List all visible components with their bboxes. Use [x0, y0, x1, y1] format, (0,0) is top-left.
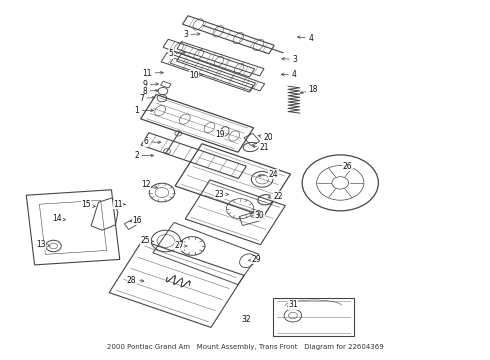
- Text: 25: 25: [141, 237, 153, 246]
- Text: 32: 32: [241, 315, 251, 324]
- Text: 16: 16: [129, 216, 142, 225]
- Text: 23: 23: [215, 190, 229, 199]
- Text: 10: 10: [189, 71, 202, 80]
- Text: 20: 20: [258, 133, 273, 142]
- Text: 14: 14: [52, 214, 66, 223]
- Text: 5: 5: [168, 49, 185, 58]
- Text: 31: 31: [288, 300, 298, 309]
- Text: 4: 4: [281, 71, 296, 80]
- Text: 12: 12: [142, 180, 157, 189]
- Text: 22: 22: [268, 192, 283, 201]
- Text: 24: 24: [258, 170, 278, 179]
- Text: 15: 15: [81, 200, 95, 209]
- Text: 2: 2: [134, 151, 153, 160]
- Text: 27: 27: [174, 242, 187, 251]
- Text: 29: 29: [248, 255, 261, 264]
- Text: 21: 21: [252, 143, 270, 152]
- Text: 3: 3: [282, 55, 297, 64]
- Text: 30: 30: [251, 211, 265, 220]
- Text: 2000 Pontiac Grand Am   Mount Assembly, Trans Front   Diagram for 22604369: 2000 Pontiac Grand Am Mount Assembly, Tr…: [107, 345, 383, 350]
- Text: 28: 28: [127, 276, 144, 285]
- Text: 9: 9: [143, 80, 158, 89]
- Text: 8: 8: [143, 86, 158, 95]
- Text: 13: 13: [36, 240, 50, 249]
- Text: 26: 26: [343, 162, 352, 171]
- Text: 7: 7: [139, 94, 155, 103]
- Text: 6: 6: [144, 138, 161, 147]
- Text: 19: 19: [215, 129, 224, 139]
- Text: 11: 11: [113, 200, 126, 209]
- Text: 4: 4: [297, 34, 314, 43]
- Text: 3: 3: [183, 30, 200, 39]
- Text: 1: 1: [134, 106, 153, 115]
- Text: 11: 11: [143, 69, 163, 78]
- Text: 18: 18: [300, 85, 318, 94]
